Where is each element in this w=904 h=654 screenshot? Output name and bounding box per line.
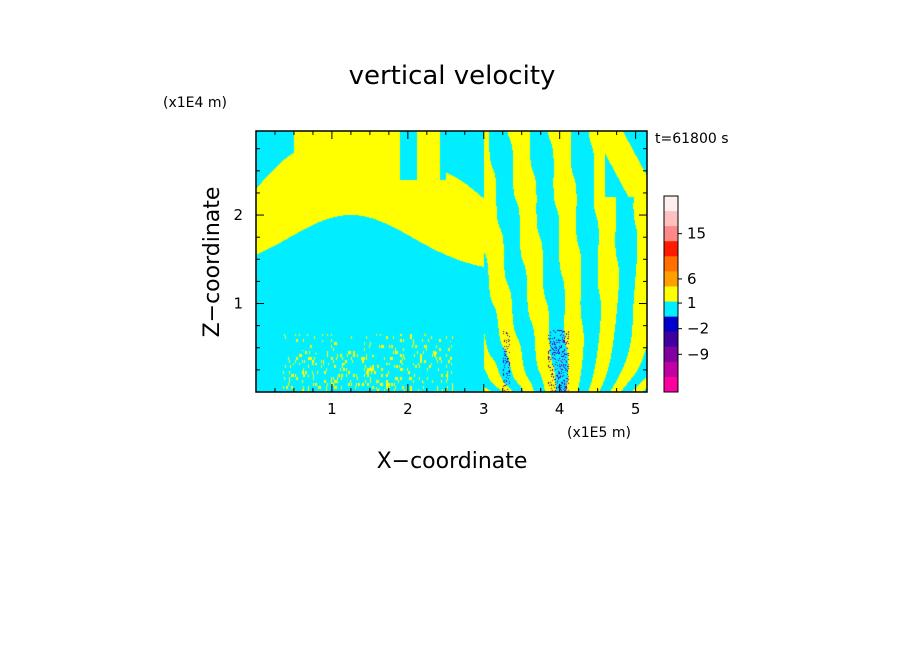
- plot-frame: [255, 130, 648, 393]
- colorbar-segment: [664, 271, 678, 287]
- colorbar-segment: [664, 226, 678, 242]
- velocity-field: [256, 131, 647, 392]
- colorbar-segment: [664, 256, 678, 272]
- colorbar-segment: [664, 316, 678, 332]
- colorbar-segment: [664, 211, 678, 227]
- colorbar-segment: [664, 241, 678, 257]
- colorbar-segment: [664, 361, 678, 378]
- colorbar-label: −9: [687, 345, 709, 363]
- x-unit-label: (x1E5 m): [567, 425, 631, 441]
- colorbar-label: 15: [687, 225, 706, 243]
- x-axis-ticks: 1 2 3 4 5: [274, 131, 641, 418]
- y-axis-ticks: 12: [233, 148, 647, 371]
- y-tick-label: 1: [233, 295, 243, 313]
- velocity-field-raster: [256, 131, 647, 392]
- colorbar-segment: [664, 346, 678, 363]
- colorbar-frame: [663, 195, 679, 393]
- colorbar-label: 6: [687, 270, 697, 288]
- x-axis-label: X−coordinate: [377, 449, 528, 474]
- x-tick-label: 2: [403, 400, 413, 418]
- x-tick-label: 3: [479, 400, 489, 418]
- x-tick-label: 1: [327, 400, 337, 418]
- time-label: t=61800 s: [655, 131, 729, 147]
- colorbar-segment: [664, 301, 678, 317]
- y-tick-label: 2: [233, 206, 243, 224]
- y-unit-label: (x1E4 m): [163, 95, 227, 111]
- colorbar: 15 6 1 −2 −9: [663, 195, 709, 393]
- x-tick-label: 4: [555, 400, 565, 418]
- colorbar-segment: [664, 196, 678, 212]
- colorbar-segment: [664, 376, 678, 393]
- colorbar-label: 1: [687, 294, 697, 312]
- colorbar-segment: [664, 286, 678, 302]
- colorbar-segment: [664, 331, 678, 348]
- y-axis-label: Z−coordinate: [200, 187, 225, 338]
- x-tick-label: 5: [631, 400, 641, 418]
- colorbar-label: −2: [687, 320, 709, 338]
- chart-title: vertical velocity: [349, 61, 556, 91]
